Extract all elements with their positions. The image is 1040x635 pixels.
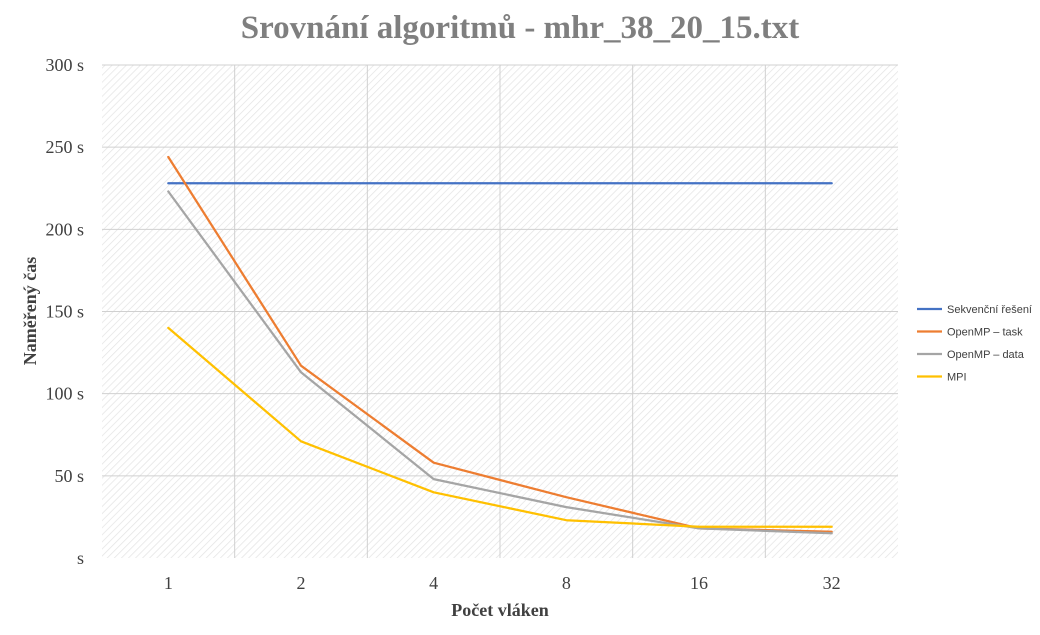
x-tick-label: 32 — [823, 573, 841, 593]
x-tick-label: 8 — [562, 573, 571, 593]
legend-label: OpenMP – data — [947, 349, 1025, 361]
y-tick-label: s — [77, 548, 84, 568]
y-tick-label: 300 s — [45, 55, 84, 75]
series-lines — [167, 155, 833, 535]
legend-label: Sekvenční řešení — [947, 304, 1032, 316]
x-tick-label: 1 — [164, 573, 173, 593]
legend: Sekvenční řešení OpenMP – task OpenMP – da… — [917, 304, 1032, 384]
y-tick-label: 250 s — [45, 137, 84, 157]
gridlines — [102, 64, 898, 558]
y-tick-label: 150 s — [45, 302, 84, 322]
y-axis-ticks: s 50 s 100 s 150 s 200 s 250 s 300 s — [45, 55, 84, 568]
x-axis-title: Počet vláken — [451, 600, 548, 620]
x-axis-ticks: 1 2 4 8 16 32 — [164, 573, 841, 593]
series-line-3 — [167, 190, 833, 535]
legend-label: MPI — [947, 372, 967, 384]
legend-label: OpenMP – task — [947, 327, 1023, 339]
x-tick-label: 16 — [690, 573, 708, 593]
x-tick-label: 2 — [297, 573, 306, 593]
series-line-4 — [167, 326, 833, 528]
y-tick-label: 200 s — [45, 219, 84, 239]
y-tick-label: 50 s — [54, 466, 84, 486]
y-axis-title: Naměřený čas — [20, 257, 40, 365]
chart-title: Srovnání algoritmů - mhr_38_20_15.txt — [241, 10, 800, 46]
x-tick-label: 4 — [429, 573, 438, 593]
y-tick-label: 100 s — [45, 384, 84, 404]
